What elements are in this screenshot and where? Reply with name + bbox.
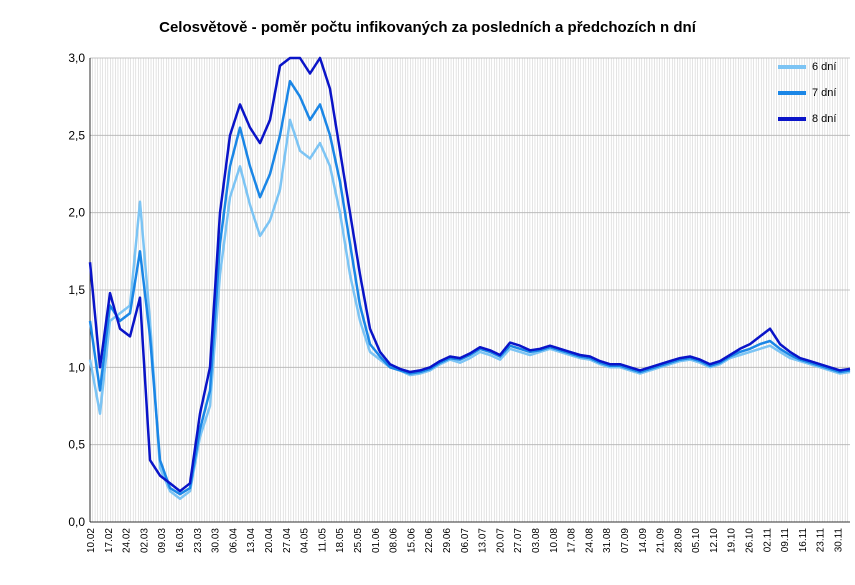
y-tick-label: 2,0 [68,206,85,220]
x-tick-label: 06.07 [460,528,471,553]
y-tick-label: 2,5 [68,128,85,142]
legend-label: 6 dní [812,61,837,73]
series-lines [88,56,851,501]
x-tick-label: 24.02 [122,528,133,553]
series-line-7-dni [88,79,851,496]
x-tick-label: 30.03 [211,528,222,553]
x-tick-label: 20.07 [495,528,506,553]
legend-swatch [778,91,806,95]
y-tick-label: 1,0 [68,360,85,374]
x-tick-label: 15.06 [406,528,417,553]
x-tick-label: 31.08 [602,528,613,553]
x-tick-label: 14.09 [638,528,649,553]
x-tick-label: 16.11 [798,528,809,553]
legend-label: 7 dní [812,87,837,99]
x-tick-label: 23.11 [816,528,827,553]
x-tick-label: 27.04 [282,528,293,553]
x-tick-label: 06.04 [228,528,239,553]
x-tick-label: 17.08 [567,528,578,553]
x-tick-label: 22.06 [424,528,435,553]
x-tick-label: 09.11 [780,528,791,553]
x-tick-label: 20.04 [264,528,275,553]
legend-item-8-dni: 8 dní [778,106,848,132]
x-tick-label: 21.09 [656,528,667,553]
legend-item-6-dni: 6 dní [778,54,848,80]
x-tick-label: 10.02 [86,528,97,553]
legend: 6 dní 7 dní 8 dní [778,54,848,132]
y-tick-label: 1,5 [68,283,85,297]
x-tick-label: 16.03 [175,528,186,553]
x-tick-label: 11.05 [317,528,328,553]
chart-title: Celosvětově - poměr počtu infikovaných z… [159,19,696,36]
x-tick-label: 23.03 [193,528,204,553]
x-tick-label: 26.10 [745,528,756,553]
x-tick-label: 07.09 [620,528,631,553]
x-tick-label: 02.03 [139,528,150,553]
x-tick-label: 02.11 [762,528,773,553]
legend-swatch [778,65,806,69]
x-tick-label: 13.04 [246,528,257,553]
x-tick-label: 30.11 [834,528,845,553]
grid [89,57,850,523]
x-tick-label: 03.08 [531,528,542,553]
legend-swatch [778,117,806,121]
x-tick-label: 19.10 [727,528,738,553]
x-tick-label: 18.05 [335,528,346,553]
x-tick-label: 28.09 [673,528,684,553]
legend-item-7-dni: 7 dní [778,80,848,106]
x-tick-label: 01.06 [371,528,382,553]
x-tick-label: 25.05 [353,528,364,553]
y-tick-label: 3,0 [68,51,85,65]
series-line-8-dni [88,56,851,493]
x-tick-label: 08.06 [389,528,400,553]
x-tick-label: 27.07 [513,528,524,553]
x-tick-labels: 10.02 17.02 24.02 02.03 09.03 16.03 23.03 30.03… [86,528,845,553]
y-tick-label: 0,0 [68,515,85,529]
x-tick-label: 13.07 [478,528,489,553]
x-tick-label: 09.03 [157,528,168,553]
x-tick-label: 29.06 [442,528,453,553]
y-tick-labels: 0,0 0,5 1,0 1,5 2,0 2,5 3,0 [68,51,85,529]
x-tick-label: 12.10 [709,528,720,553]
x-tick-label: 10.08 [549,528,560,553]
axes [89,58,850,523]
x-tick-label: 04.05 [300,528,311,553]
y-tick-label: 0,5 [68,438,85,452]
series-line-6-dni [88,118,851,501]
x-tick-label: 05.10 [691,528,702,553]
x-tick-label: 17.02 [104,528,115,553]
x-tick-label: 24.08 [584,528,595,553]
legend-label: 8 dní [812,113,837,125]
